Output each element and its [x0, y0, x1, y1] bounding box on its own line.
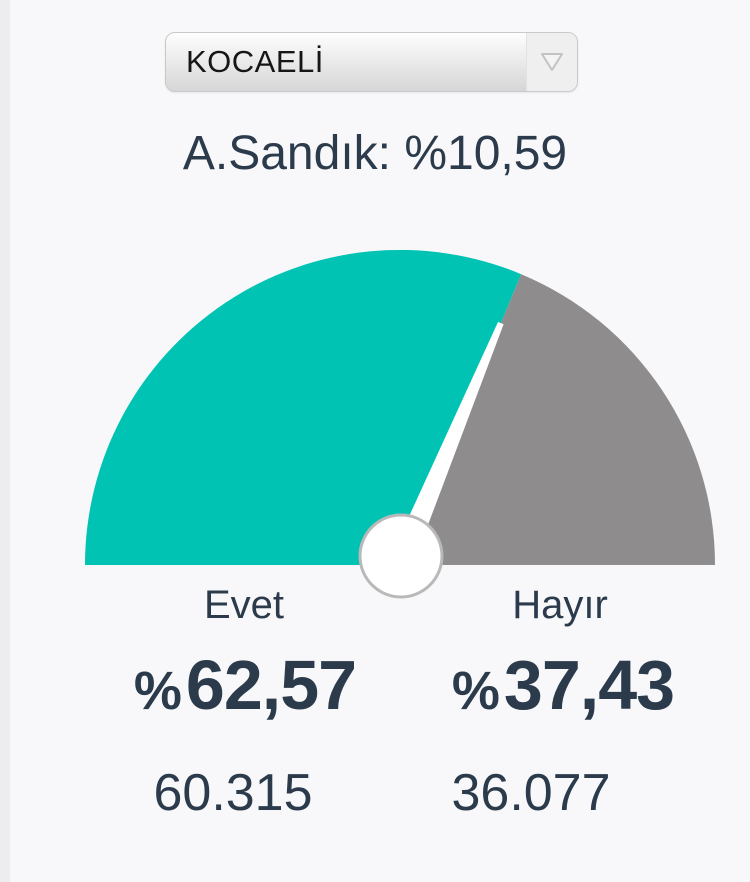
gauge-hub	[358, 513, 444, 599]
evet-percent: %62,57	[133, 645, 357, 725]
hayir-label: Hayır	[512, 583, 608, 627]
province-select-value: KOCAELİ	[186, 44, 324, 79]
evet-percent-sign: %	[133, 661, 182, 721]
left-edge-divider	[0, 0, 10, 882]
evet-percent-value: 62,57	[185, 646, 357, 724]
gauge-segment-evet	[85, 249, 522, 565]
chevron-down-icon	[541, 53, 563, 71]
hayir-count: 36.077	[451, 764, 611, 822]
province-select[interactable]: KOCAELİ	[165, 32, 578, 92]
gauge-segment-hayir	[400, 274, 715, 565]
hayir-percent-value: 37,43	[503, 646, 675, 724]
gauge-needle	[388, 322, 504, 570]
evet-count: 60.315	[153, 764, 313, 822]
hayir-percent: %37,43	[451, 645, 675, 725]
opened-ballots-stat: A.Sandık: %10,59	[182, 127, 568, 180]
hayir-percent-sign: %	[451, 661, 500, 721]
province-select-arrow-button[interactable]	[526, 33, 577, 91]
gauge-chart	[85, 249, 715, 599]
evet-label: Evet	[203, 583, 285, 627]
